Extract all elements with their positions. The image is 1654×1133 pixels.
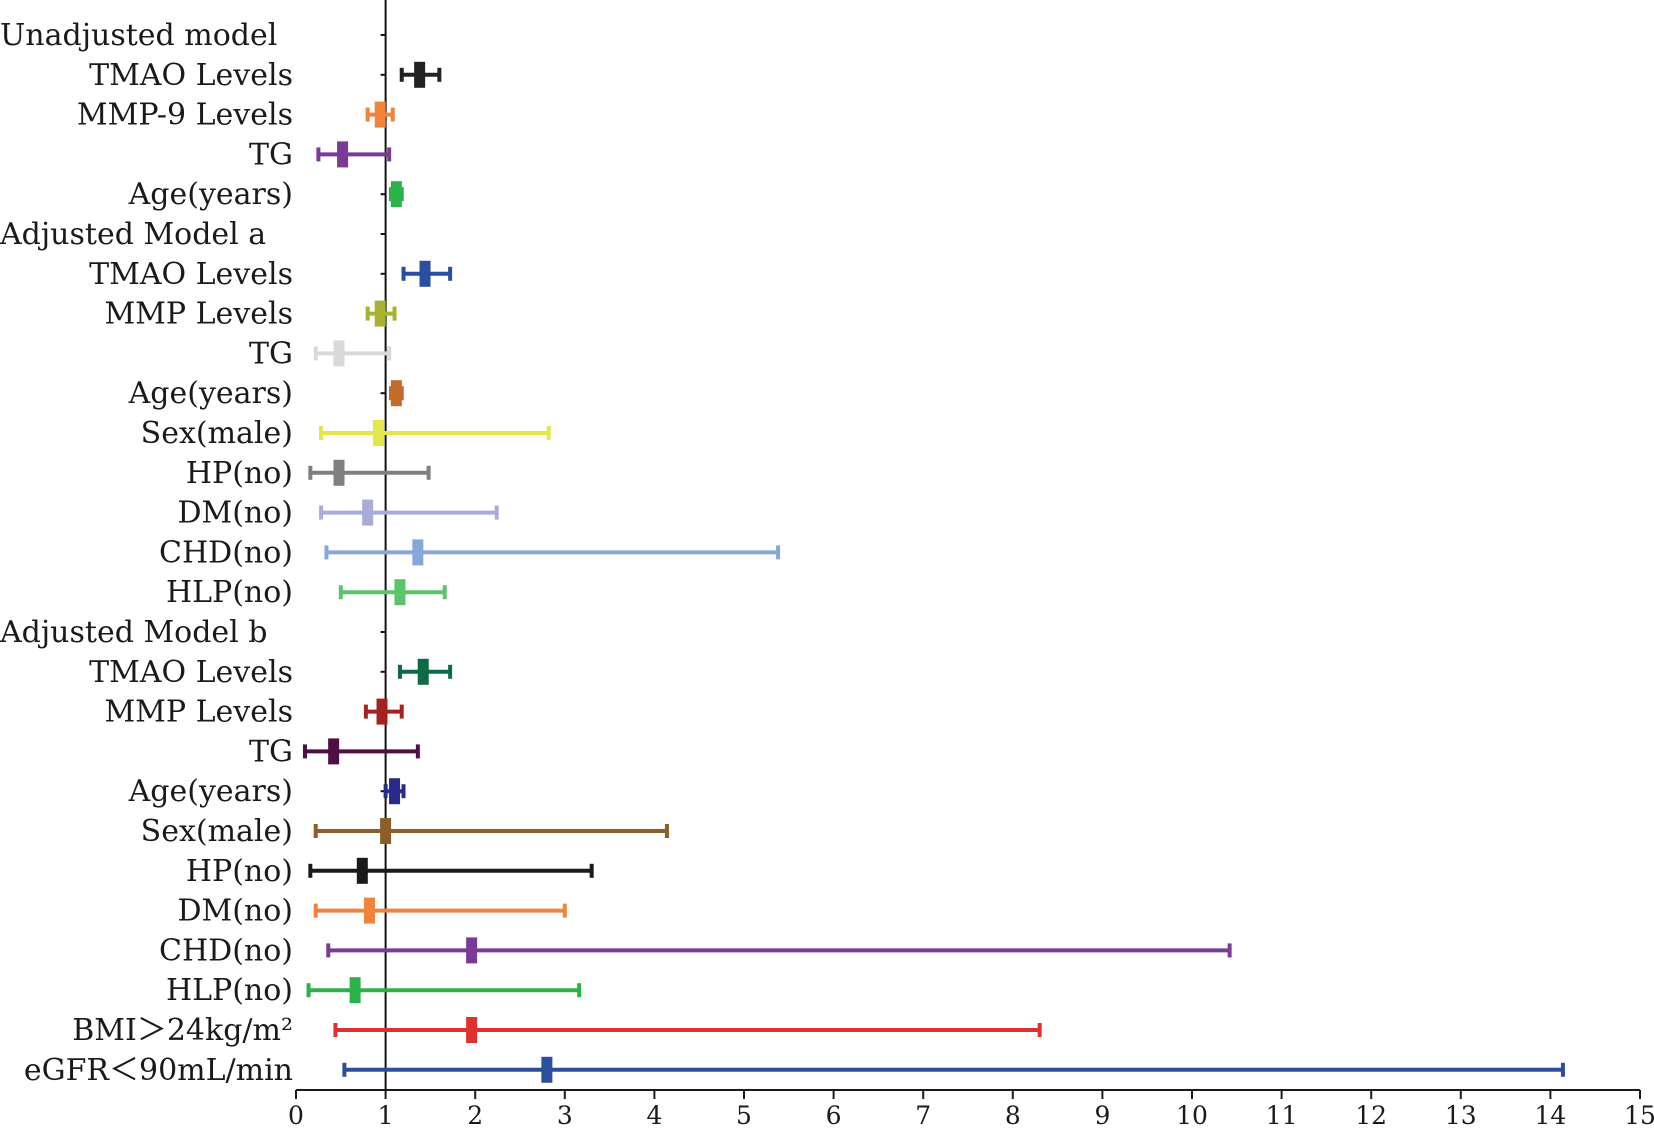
row-label: TMAO Levels bbox=[89, 257, 293, 292]
row-label: BMI＞24kg/m² bbox=[72, 1013, 293, 1048]
x-tick-label: 12 bbox=[1355, 1101, 1387, 1130]
ci-mark bbox=[313, 818, 669, 844]
ci-mark bbox=[302, 738, 420, 765]
x-tick-label: 6 bbox=[826, 1101, 842, 1130]
row-label: TG bbox=[249, 734, 293, 769]
ci-mark bbox=[313, 897, 567, 924]
ci-mark bbox=[338, 579, 447, 606]
row-label: MMP Levels bbox=[104, 297, 293, 332]
or-point bbox=[337, 141, 349, 168]
ci-mark bbox=[333, 1017, 1042, 1043]
row-label: CHD(no) bbox=[159, 933, 293, 968]
or-point bbox=[390, 380, 402, 407]
x-tick-label: 4 bbox=[646, 1101, 662, 1130]
ci-mark bbox=[308, 459, 431, 486]
x-tick-label: 15 bbox=[1624, 1101, 1654, 1130]
row-label: MMP Levels bbox=[104, 695, 293, 730]
or-point bbox=[389, 778, 401, 805]
x-tick-label: 5 bbox=[736, 1101, 752, 1130]
or-point bbox=[333, 340, 345, 367]
row-header-label: Unadjusted model bbox=[0, 18, 277, 53]
or-point bbox=[417, 658, 429, 685]
row-label: Sex(male) bbox=[141, 416, 293, 451]
row-label: HLP(no) bbox=[166, 575, 293, 610]
ci-mark bbox=[342, 1056, 1565, 1083]
row-label: TMAO Levels bbox=[89, 58, 293, 93]
row-label: HP(no) bbox=[186, 456, 293, 491]
or-point bbox=[362, 499, 374, 526]
ci-mark bbox=[365, 300, 397, 327]
row-header-label: Adjusted Model b bbox=[0, 615, 268, 650]
x-tick-label: 3 bbox=[557, 1101, 573, 1130]
row-label: MMP-9 Levels bbox=[77, 98, 293, 133]
or-point bbox=[414, 61, 426, 88]
or-point bbox=[394, 579, 406, 606]
ci-mark bbox=[363, 698, 404, 725]
x-tick-label: 11 bbox=[1266, 1101, 1298, 1130]
or-point bbox=[374, 300, 386, 327]
ci-mark bbox=[326, 937, 1232, 964]
row-label: eGFR＜90mL/min bbox=[24, 1053, 293, 1088]
row-label: CHD(no) bbox=[159, 535, 293, 570]
ci-mark bbox=[397, 658, 453, 685]
x-tick-label: 8 bbox=[1005, 1101, 1021, 1130]
ci-mark bbox=[316, 141, 392, 168]
row-label: TG bbox=[249, 137, 293, 172]
ci-mark bbox=[399, 61, 442, 88]
or-point bbox=[363, 897, 375, 924]
row-label: HLP(no) bbox=[166, 973, 293, 1008]
ci-mark bbox=[313, 340, 392, 367]
row-label: DM(no) bbox=[177, 496, 293, 531]
x-tick-label: 0 bbox=[288, 1101, 304, 1130]
row-label: Sex(male) bbox=[141, 814, 293, 849]
row-label: TG bbox=[249, 336, 293, 371]
ci-mark bbox=[388, 380, 404, 407]
or-point bbox=[374, 101, 386, 128]
x-tick-label: 7 bbox=[915, 1101, 931, 1130]
ci-mark bbox=[401, 260, 453, 287]
ci-mark bbox=[324, 539, 781, 566]
or-point bbox=[356, 857, 368, 884]
or-point bbox=[541, 1056, 553, 1083]
or-point bbox=[380, 818, 392, 844]
row-header-label: Adjusted Model a bbox=[0, 217, 266, 252]
or-point bbox=[349, 977, 361, 1004]
ci-mark bbox=[319, 420, 551, 446]
x-tick-label: 9 bbox=[1094, 1101, 1110, 1130]
or-point bbox=[333, 459, 345, 486]
row-label: Age(years) bbox=[128, 376, 293, 411]
row-label: HP(no) bbox=[186, 854, 293, 889]
x-tick-label: 1 bbox=[378, 1101, 394, 1130]
row-label: TMAO Levels bbox=[89, 655, 293, 690]
or-point bbox=[390, 181, 402, 208]
ci-mark bbox=[383, 778, 406, 805]
x-tick-label: 13 bbox=[1445, 1101, 1477, 1130]
or-point bbox=[419, 260, 431, 287]
row-label: Age(years) bbox=[128, 177, 293, 212]
x-tick-label: 14 bbox=[1534, 1101, 1566, 1130]
ci-mark bbox=[388, 181, 404, 208]
or-point bbox=[466, 937, 478, 964]
ci-mark bbox=[319, 499, 499, 526]
or-point bbox=[328, 738, 340, 765]
or-point bbox=[412, 539, 424, 566]
row-label: Age(years) bbox=[128, 774, 293, 809]
ci-mark bbox=[306, 977, 582, 1004]
or-point bbox=[376, 698, 388, 725]
or-point bbox=[372, 420, 384, 446]
ci-mark bbox=[365, 101, 395, 128]
x-tick-label: 2 bbox=[467, 1101, 483, 1130]
row-label: DM(no) bbox=[177, 894, 293, 929]
or-point bbox=[466, 1017, 478, 1043]
ci-mark bbox=[308, 857, 594, 884]
x-tick-label: 10 bbox=[1176, 1101, 1208, 1130]
